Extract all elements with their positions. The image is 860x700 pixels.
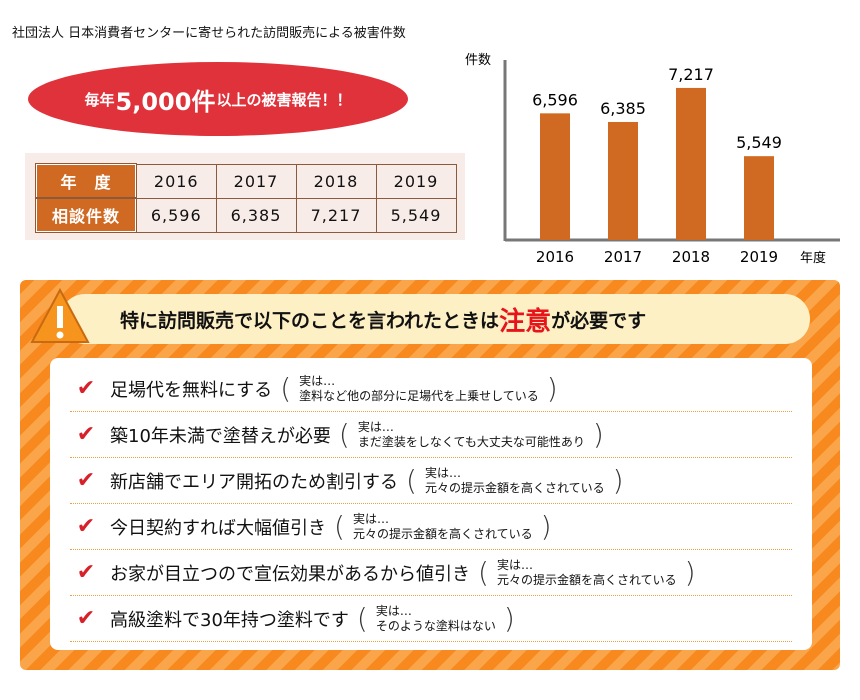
list-item: ✔ 新店舗でエリア開拓のため割引する ( 実は… 元々の提示金額を高くされている) (70, 458, 792, 504)
note-line1: 実は… (496, 557, 533, 572)
item-main: 高級塗料で30年持つ塗料です (110, 609, 349, 631)
header-year: 年 度 (35, 163, 137, 199)
paren-open: ( (406, 464, 417, 497)
data-label: 6,596 (532, 90, 578, 109)
x-tick-label: 2016 (536, 248, 574, 266)
check-icon: ✔ (76, 606, 96, 631)
year-cell: 2019 (375, 163, 457, 199)
warning-pre: 特に訪問販売で以下のことを言われたときは (120, 309, 500, 332)
check-icon: ✔ (76, 422, 96, 447)
note-line1: 実は… (299, 373, 336, 388)
bar (744, 156, 774, 240)
header-count: 相談件数 (35, 197, 137, 233)
paren-close: ) (503, 602, 515, 635)
note-line1: 実は… (375, 603, 412, 618)
paren-close: ) (540, 510, 552, 543)
warning-section: 特に訪問販売で以下のことを言われたときは 注意 が必要です ✔ 足場代を無料にする(実… (20, 280, 840, 670)
note-line2: 塗料など他の部分に足場代を上乗せしている (299, 388, 539, 403)
data-label: 5,549 (736, 133, 782, 152)
paren-close: ) (592, 418, 604, 451)
list-item: ✔ 今日契約すれば大幅値引き ( 実は… 元々の提示金額を高くされている) (70, 504, 792, 550)
list-item: ✔ 高級塗料で30年持つ塗料です ( 実は… そのような塗料はない) (70, 596, 792, 642)
headline-post: 以上の被害報告！！ (216, 90, 352, 109)
year-cell: 2018 (295, 163, 377, 199)
stats-table-wrap: 年 度 2016 2017 2018 2019 相談件数 6,596 6,385 7,21… (25, 153, 465, 240)
count-cell: 6,596 (135, 197, 217, 233)
warning-list: ✔ 足場代を無料にする(実は… 塗料など他の部分に足場代を上乗せしている) ✔ 築10年… (50, 358, 812, 650)
item-note: 実は… 元々の提示金額を高くされている (353, 512, 533, 542)
check-icon: ✔ (76, 468, 96, 493)
note-line1: 実は… (424, 465, 461, 480)
check-icon: ✔ (76, 514, 96, 539)
paren-open: ( (280, 372, 292, 405)
bar (540, 113, 570, 240)
item-note: 実は… そのような塗料はない (376, 604, 496, 634)
note-line2: 元々の提示金額を高くされている (496, 572, 677, 587)
bar (676, 87, 706, 240)
note-line1: 実は… (357, 419, 394, 434)
x-tick-label: 2019 (740, 248, 778, 266)
warning-icon (30, 288, 90, 343)
count-cell: 7,217 (295, 197, 377, 233)
x-tick-label: 2017 (604, 248, 642, 266)
note-line2: 元々の提示金額を高くされている (352, 526, 533, 541)
warning-post: が必要です (551, 309, 647, 332)
item-main: 築10年未満で塗替えが必要 (110, 425, 331, 447)
count-cell: 5,549 (375, 197, 457, 233)
paren-open: ( (356, 602, 368, 635)
list-item: ✔ 足場代を無料にする(実は… 塗料など他の部分に足場代を上乗せしている) (70, 366, 792, 412)
item-main: 足場代を無料にする (110, 379, 273, 401)
check-icon: ✔ (76, 560, 96, 585)
headline-ellipse: 毎年 5,000件 以上の被害報告！！ (28, 62, 408, 136)
note-line2: まだ塗装をしなくても大丈夫な可能性あり (357, 434, 585, 449)
y-axis-label: 件数 (465, 53, 491, 68)
data-label: 7,217 (668, 65, 714, 84)
note-line1: 実は… (352, 511, 389, 526)
paren-close: ) (684, 556, 696, 589)
check-icon: ✔ (76, 376, 96, 401)
paren-open: ( (478, 556, 489, 589)
warning-banner: 特に訪問販売で以下のことを言われたときは 注意 が必要です (60, 294, 810, 344)
item-note: 実は… 元々の提示金額を高くされている (497, 558, 677, 588)
list-item: ✔ 築10年未満で塗替えが必要 ( 実は… まだ塗装をしなくても大丈夫な可能性あり) (70, 412, 792, 458)
x-tick-label: 2018 (672, 248, 710, 266)
paren-open: ( (334, 510, 345, 543)
list-item: ✔ お家が目立つので宣伝効果があるから値引き ( 実は… 元々の提示金額を高くされている… (70, 550, 792, 596)
year-cell: 2016 (135, 163, 217, 199)
data-label: 6,385 (600, 99, 646, 118)
x-axis-label: 年度 (800, 250, 826, 266)
item-note: 実は… まだ塗装をしなくても大丈夫な可能性あり (358, 420, 585, 450)
note-line2: 元々の提示金額を高くされている (424, 480, 605, 495)
page-title: 社団法人 日本消費者センターに寄せられた訪問販売による被害件数 (12, 26, 406, 41)
bar-chart: 件数 年度 6,596 2016 6,385 2017 7,217 2018 5,549 20… (465, 53, 840, 266)
warning-emphasis: 注意 (499, 306, 552, 337)
stats-table: 年 度 2016 2017 2018 2019 相談件数 6,596 6,385 7,21… (35, 163, 457, 233)
year-cell: 2017 (215, 163, 297, 199)
item-main: 今日契約すれば大幅値引き (110, 517, 326, 539)
item-main: 新店舗でエリア開拓のため割引する (110, 471, 398, 493)
headline-big: 5,000件 (115, 87, 216, 116)
item-note: 実は… 塗料など他の部分に足場代を上乗せしている (299, 374, 539, 404)
bar (608, 121, 638, 240)
note-line2: そのような塗料はない (375, 618, 496, 633)
paren-open: ( (338, 418, 350, 451)
headline-pre: 毎年 (84, 90, 115, 109)
item-note: 実は… 元々の提示金額を高くされている (425, 466, 605, 496)
paren-close: ) (612, 464, 624, 497)
item-main: お家が目立つので宣伝効果があるから値引き (110, 563, 470, 585)
count-cell: 6,385 (215, 197, 297, 233)
paren-close: ) (546, 372, 558, 405)
